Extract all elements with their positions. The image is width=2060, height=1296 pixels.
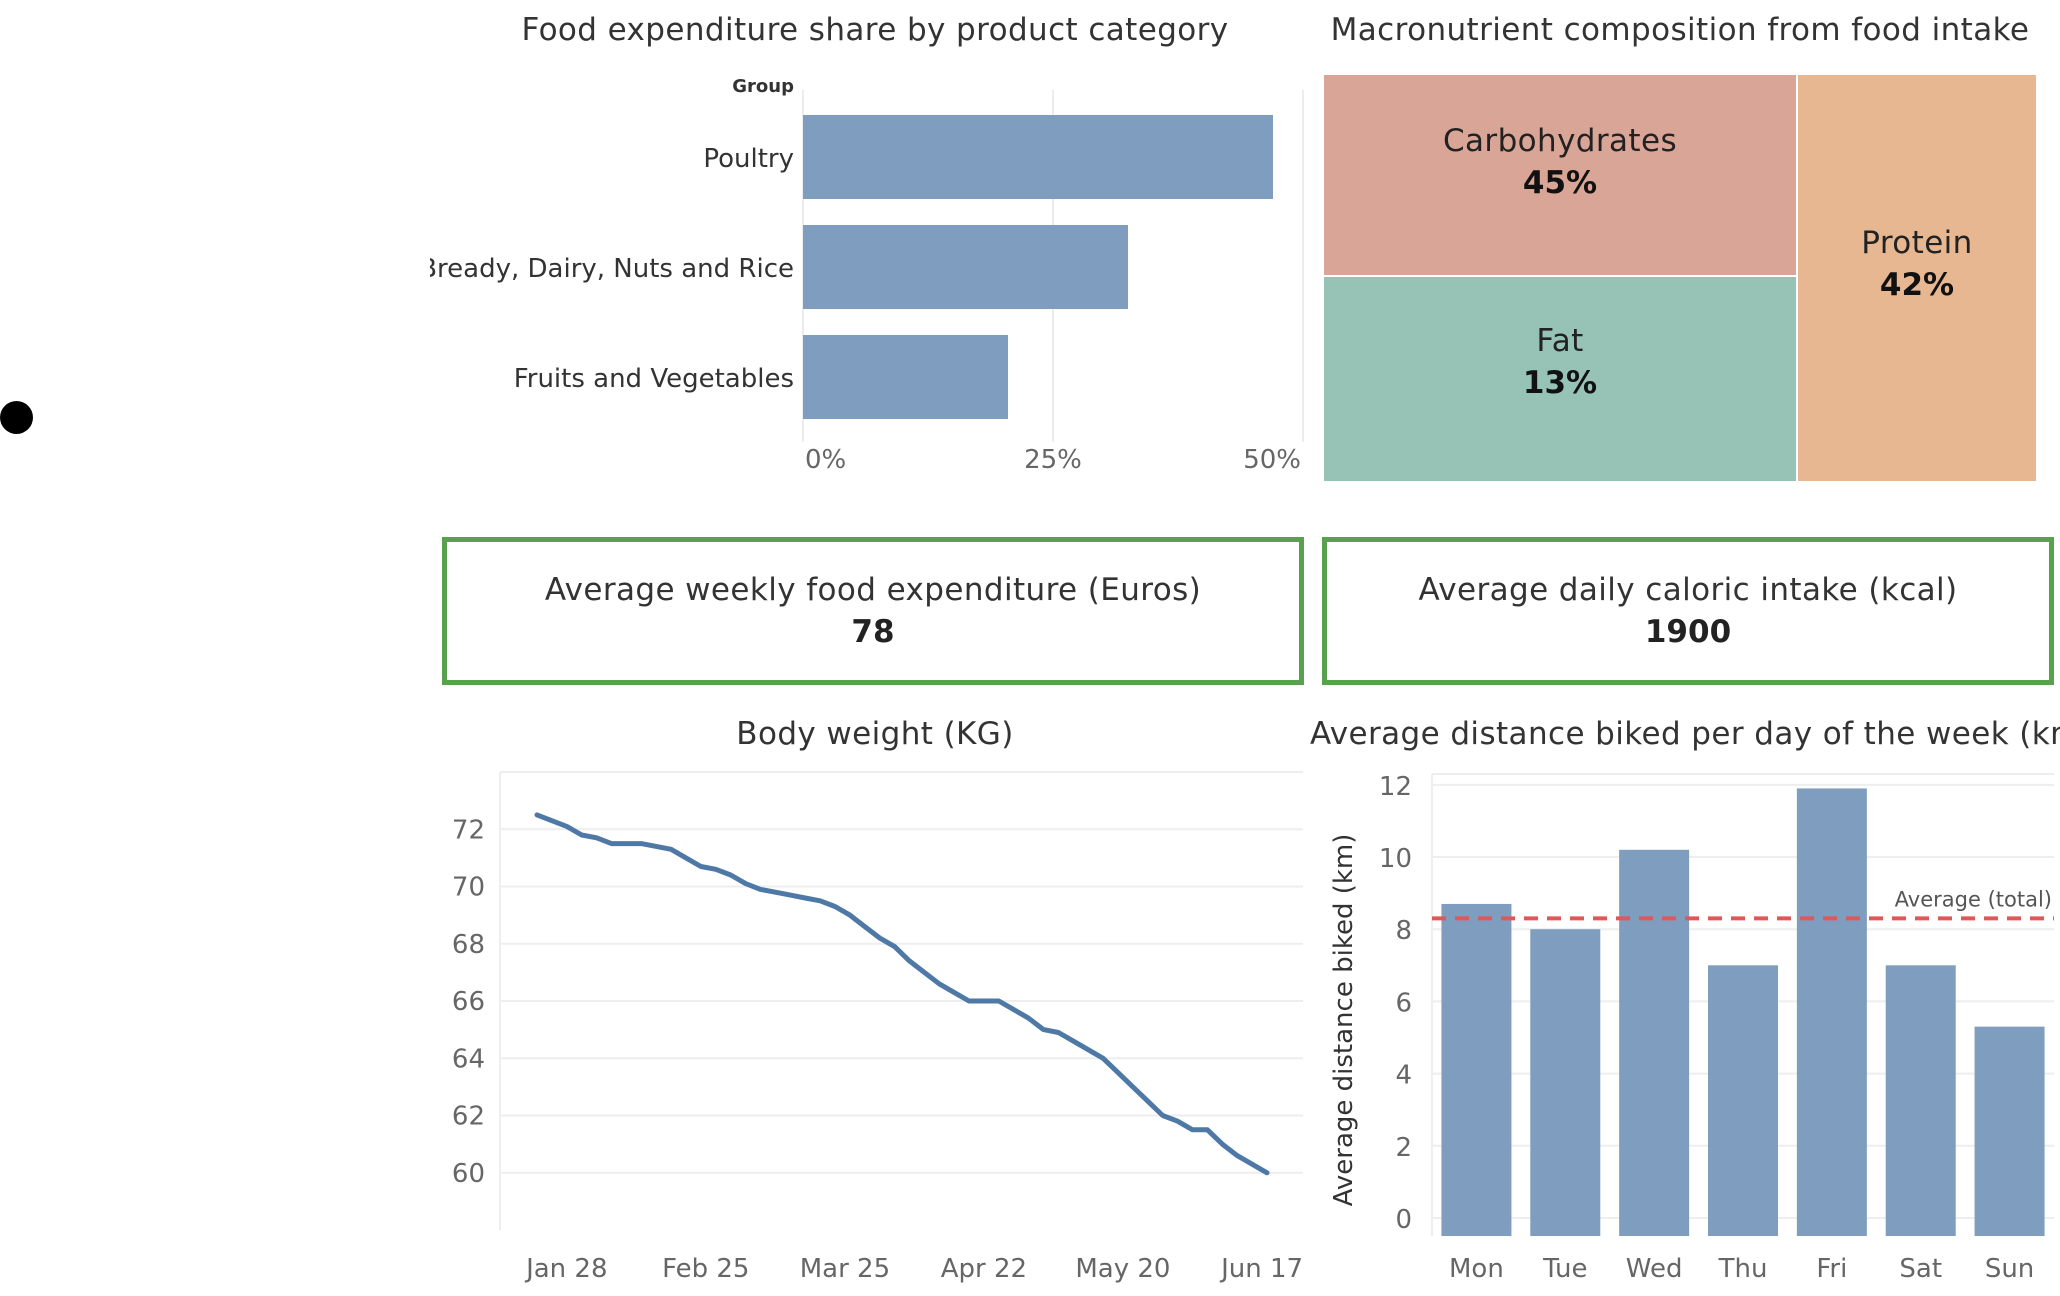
kpi-expenditure-label: Average weekly food expenditure (Euros) (544, 572, 1202, 608)
kpi-weekly-food-expenditure: Average weekly food expenditure (Euros) … (442, 537, 1304, 685)
y-tick-label: 72 (452, 815, 485, 845)
y-tick-label: 64 (452, 1044, 485, 1074)
y-tick-label: 68 (452, 930, 485, 960)
body-weight-chart: 60 62 64 66 68 70 72 Jan 28 Feb 25 Mar 25 Apr 22 Ma… (452, 771, 1303, 1284)
bar-sun (1974, 1026, 2045, 1236)
treemap-protein-label: Protein (1861, 225, 1973, 261)
treemap-tile-fat[interactable]: Fat 13% (1324, 277, 1798, 481)
x-tick-label: Jan 28 (524, 1254, 607, 1284)
x-tick-label: 0% (805, 445, 846, 475)
y-tick-label: 70 (452, 873, 485, 903)
category-label: Poultry (703, 144, 794, 174)
y-tick-label: 10 (1379, 844, 1412, 874)
expenditure-chart-title: Food expenditure share by product catego… (521, 12, 1229, 48)
bar-fruits-and-vegetables (803, 335, 1008, 419)
y-tick-label: 60 (452, 1159, 485, 1189)
bar-tue (1530, 929, 1601, 1236)
x-tick-label: Tue (1542, 1254, 1587, 1284)
weight-series-line (534, 812, 1270, 1176)
treemap-protein-value: 42% (1879, 267, 1955, 303)
bar-fri (1796, 788, 1867, 1236)
body-weight-chart-title: Body weight (KG) (736, 716, 1014, 752)
category-label: Bready, Dairy, Nuts and Rice (430, 254, 794, 284)
treemap-carbohydrates-label: Carbohydrates (1442, 123, 1678, 159)
x-tick-label: Wed (1626, 1254, 1683, 1284)
x-tick-label: 50% (1243, 445, 1301, 475)
treemap-tile-carbohydrates[interactable]: Carbohydrates 45% (1324, 75, 1798, 277)
bar-bready-dairy-nuts-and-rice (803, 225, 1128, 309)
y-axis-title: Average distance biked (km) (1329, 834, 1359, 1207)
kpi-daily-caloric-intake: Average daily caloric intake (kcal) 1900 (1322, 537, 2054, 685)
x-tick-label: Jun 17 (1219, 1254, 1303, 1284)
y-tick-label: 0 (1395, 1205, 1412, 1235)
category-label: Fruits and Vegetables (514, 364, 794, 394)
x-tick-label: 25% (1024, 445, 1082, 475)
average-reference-label: Average (total) (1895, 887, 2052, 911)
distance-chart-title: Average distance biked per day of the we… (1310, 716, 2060, 752)
x-tick-label: Thu (1718, 1254, 1768, 1284)
treemap-tile-protein[interactable]: Protein 42% (1798, 75, 2036, 481)
treemap-fat-value: 13% (1522, 365, 1598, 401)
y-tick-label: 12 (1379, 772, 1412, 802)
expenditure-share-chart: Group Poultry Bready, Dairy, Nuts and Rice… (430, 76, 1304, 475)
macronutrient-chart-title: Macronutrient composition from food inta… (1330, 12, 2030, 48)
black-dot (0, 401, 33, 434)
bar-mon (1441, 903, 1512, 1236)
x-tick-label: Sun (1985, 1254, 2034, 1284)
x-tick-label: Mar 25 (800, 1254, 890, 1284)
macronutrient-treemap: Carbohydrates 45% Fat 13% Protein 42% (1324, 75, 2036, 481)
y-tick-label: 2 (1395, 1133, 1412, 1163)
x-tick-label: Fri (1816, 1254, 1847, 1284)
x-tick-label: Sat (1899, 1254, 1942, 1284)
treemap-fat-label: Fat (1536, 323, 1584, 359)
bar-sat (1885, 965, 1956, 1236)
bar-thu (1708, 965, 1778, 1236)
y-tick-label: 8 (1395, 916, 1412, 946)
y-tick-label: 66 (452, 987, 485, 1017)
bar-wed (1619, 849, 1690, 1236)
x-tick-label: Mon (1449, 1254, 1504, 1284)
treemap-carbohydrates-value: 45% (1522, 165, 1598, 201)
x-tick-label: Feb 25 (662, 1254, 749, 1284)
y-tick-label: 62 (452, 1102, 485, 1132)
distance-biked-chart: 0 2 4 6 8 10 12 Average distance biked (km) Mon T… (1329, 772, 2054, 1284)
x-tick-label: Apr 22 (941, 1254, 1027, 1284)
x-tick-label: May 20 (1075, 1254, 1170, 1284)
kpi-calories-label: Average daily caloric intake (kcal) (1418, 572, 1958, 608)
y-tick-label: 4 (1395, 1061, 1412, 1091)
bar-poultry (803, 115, 1273, 199)
y-tick-label: 6 (1395, 988, 1412, 1018)
kpi-calories-value: 1900 (1644, 614, 1732, 650)
axis-header-group: Group (732, 76, 794, 97)
kpi-expenditure-value: 78 (851, 614, 895, 650)
